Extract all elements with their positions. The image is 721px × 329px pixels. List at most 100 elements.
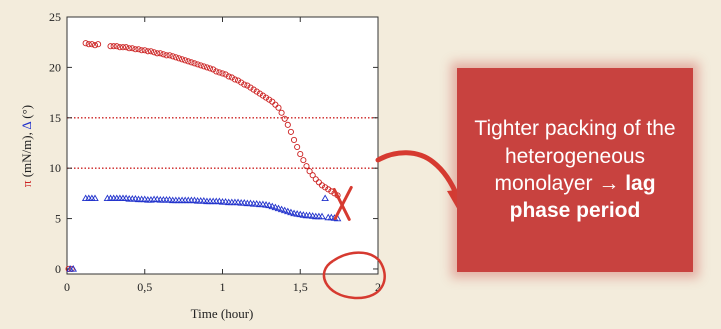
data-point [309,172,316,179]
data-point [207,65,214,72]
data-point [141,47,148,54]
data-point [271,203,280,211]
data-point [315,179,322,186]
data-point [157,50,164,57]
data-point [144,48,151,55]
data-point [160,51,167,58]
data-point [91,194,99,202]
data-point [274,204,283,212]
data-point [135,46,142,53]
data-point [312,176,319,183]
y-tick-label: 0 [55,262,61,276]
data-point [269,98,276,105]
data-point [166,52,173,59]
data-point [194,61,201,68]
data-point [262,94,270,101]
data-point [297,151,304,158]
data-point [228,74,235,81]
data-point [250,86,257,93]
x-tick-label: 1,5 [293,280,308,294]
series-delta [66,194,342,272]
data-point [266,96,273,103]
data-point [265,201,273,209]
data-point [321,194,329,202]
data-point [268,202,277,210]
data-point [259,92,266,99]
curved-arrow [375,150,461,201]
data-point [213,68,220,75]
data-point [294,143,301,151]
y-axis-title-part: π [19,180,34,187]
data-point [284,207,292,215]
data-point [284,121,291,128]
data-point [278,109,285,116]
data-point [88,41,95,48]
data-point [247,84,254,91]
callout-text-bold: lag phase period [509,172,656,223]
data-point [179,56,186,63]
y-tick-label: 5 [55,212,61,226]
y-tick-label: 15 [49,111,61,125]
callout-text-plain: Tighter packing of the heterogeneous mon… [474,117,676,195]
data-point [129,45,136,52]
data-point [203,64,210,71]
data-point [280,206,289,214]
data-point [147,48,155,55]
data-point [303,163,310,170]
x-axis-title: Time (hour) [191,306,254,321]
data-point [85,41,92,48]
y-tick-label: 10 [49,161,61,175]
data-point [325,186,332,193]
callout-box: Tighter packing of the heterogeneous mon… [457,68,693,272]
data-point [172,54,179,61]
data-point [200,63,207,70]
data-point [107,43,114,50]
data-point [318,182,326,189]
x-tick-label: 0,5 [137,280,152,294]
data-point [216,69,223,76]
data-point [210,66,217,73]
data-point [253,88,260,95]
data-point [91,42,99,49]
data-point [154,50,161,57]
data-point [281,115,288,122]
x-tick-label: 0 [64,280,70,294]
data-point [219,70,226,77]
y-tick-label: 20 [49,60,61,74]
data-point [151,49,158,56]
x-tick-label: 2 [375,280,381,294]
cross-mark [333,185,353,220]
data-point [244,82,251,89]
data-point [95,41,102,48]
data-point [163,52,170,59]
data-point [182,57,189,64]
plot-area [66,16,379,275]
data-point [197,62,204,69]
data-point [238,79,245,86]
series-pi [65,40,341,273]
data-point [175,55,183,62]
data-point [272,101,279,108]
data-point [113,43,120,50]
data-point [69,265,77,272]
data-point [119,44,127,51]
data-point [300,157,307,164]
data-point [287,208,295,216]
data-point [138,47,145,54]
data-point [222,71,229,78]
data-point [290,136,298,144]
data-point [126,45,133,52]
y-tick-label: 25 [49,10,61,24]
data-point [116,44,123,51]
data-point [256,90,263,97]
data-point [322,184,329,191]
data-point [169,53,176,60]
data-point [132,46,139,53]
data-point [110,43,117,50]
callout-text: Tighter packing of the heterogeneous mon… [473,115,677,224]
y-axis-title: π (mN/m), Δ (°) [19,105,34,187]
data-point [241,81,248,88]
x-axis: 0 0,5 1 1,5 2 [64,17,381,294]
data-point [287,128,294,135]
